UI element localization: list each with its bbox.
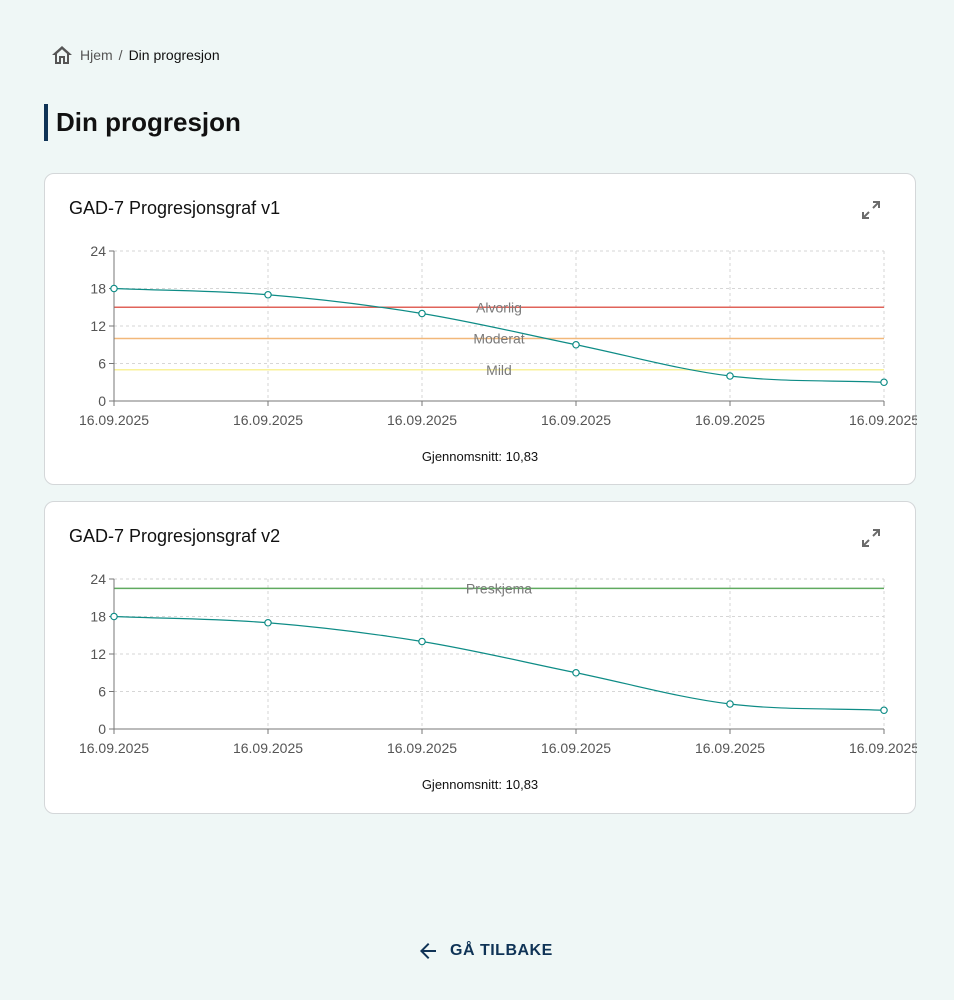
reference-line-label: Alvorlig bbox=[476, 299, 522, 315]
home-icon[interactable] bbox=[50, 43, 74, 67]
y-tick-label: 6 bbox=[98, 356, 106, 372]
x-tick-label: 16.09.2025 bbox=[695, 740, 765, 756]
expand-icon[interactable] bbox=[859, 198, 883, 222]
expand-icon[interactable] bbox=[859, 526, 883, 550]
data-point bbox=[572, 340, 580, 349]
y-tick-label: 24 bbox=[90, 571, 106, 587]
x-tick-label: 16.09.2025 bbox=[849, 412, 917, 428]
page-title: Din progresjon bbox=[44, 104, 241, 141]
average-text: Gjennomsnitt: 10,83 bbox=[421, 449, 539, 464]
y-tick-label: 12 bbox=[90, 646, 106, 662]
x-tick-label: 16.09.2025 bbox=[233, 740, 303, 756]
breadcrumb-separator: / bbox=[118, 47, 123, 63]
x-tick-label: 16.09.2025 bbox=[233, 412, 303, 428]
reference-line-label: Mild bbox=[486, 362, 512, 378]
x-tick-label: 16.09.2025 bbox=[387, 412, 457, 428]
y-tick-label: 0 bbox=[98, 393, 106, 409]
x-tick-label: 16.09.2025 bbox=[387, 740, 457, 756]
gad7-chart-v2: Preskjema 0 6 12 18 24 16.09.2025 16.09.2025 16.… bbox=[79, 571, 917, 756]
x-tick-label: 16.09.2025 bbox=[695, 412, 765, 428]
breadcrumb-home-link[interactable]: Hjem bbox=[80, 47, 113, 63]
gad7-chart-v1: Alvorlig Moderat Mild 0 6 12 18 24 16.09.2025 16.… bbox=[79, 243, 917, 428]
data-point bbox=[264, 290, 272, 299]
data-point bbox=[726, 700, 734, 708]
series-line bbox=[113, 287, 885, 383]
data-point bbox=[880, 378, 888, 387]
arrow-left-icon bbox=[416, 939, 440, 963]
average-text: Gjennomsnitt: 10,83 bbox=[421, 777, 539, 792]
y-tick-label: 12 bbox=[90, 318, 106, 334]
data-point bbox=[418, 637, 426, 646]
x-tick-label: 16.09.2025 bbox=[849, 740, 917, 756]
x-tick-label: 16.09.2025 bbox=[79, 740, 149, 756]
back-button-label: GÅ TILBAKE bbox=[450, 942, 553, 959]
data-point bbox=[880, 706, 888, 715]
chart-card-title: GAD-7 Progresjonsgraf v2 bbox=[69, 526, 281, 546]
y-tick-label: 18 bbox=[90, 609, 106, 625]
y-tick-label: 6 bbox=[98, 684, 106, 700]
chart-card-title: GAD-7 Progresjonsgraf v1 bbox=[69, 198, 281, 218]
x-tick-label: 16.09.2025 bbox=[541, 412, 611, 428]
data-point bbox=[726, 372, 734, 380]
back-button[interactable]: GÅ TILBAKE bbox=[416, 938, 553, 964]
data-point bbox=[572, 668, 580, 677]
breadcrumb: Hjem / Din progresjon bbox=[50, 43, 220, 67]
data-point bbox=[264, 618, 272, 627]
x-tick-label: 16.09.2025 bbox=[79, 412, 149, 428]
data-point bbox=[110, 612, 118, 621]
reference-line-label: Preskjema bbox=[466, 580, 532, 596]
chart-card-v2: GAD-7 Progresjonsgraf v2 Preskjema 0 6 12 18… bbox=[44, 501, 917, 814]
grid bbox=[114, 250, 885, 401]
chart-card-v1: GAD-7 Progresjonsgraf v1 Alvorlig Moderat… bbox=[44, 173, 917, 485]
reference-line-label: Moderat bbox=[473, 331, 524, 347]
y-tick-label: 0 bbox=[98, 721, 106, 737]
y-tick-label: 18 bbox=[90, 281, 106, 297]
data-point bbox=[110, 284, 118, 293]
x-tick-label: 16.09.2025 bbox=[541, 740, 611, 756]
data-point bbox=[418, 309, 426, 318]
series-line bbox=[113, 615, 885, 711]
breadcrumb-current: Din progresjon bbox=[128, 47, 220, 63]
y-tick-label: 24 bbox=[90, 243, 106, 259]
grid bbox=[114, 578, 885, 729]
